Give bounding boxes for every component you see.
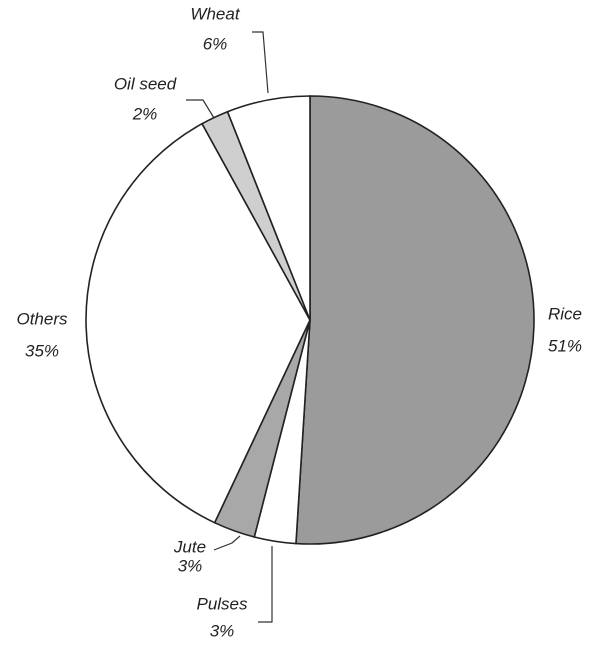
pie-slice bbox=[226, 95, 311, 321]
leader-line bbox=[213, 535, 241, 551]
slice-label: Pulses bbox=[196, 594, 248, 613]
leader-line bbox=[252, 31, 269, 94]
slice-label: Jute bbox=[173, 537, 206, 556]
pie bbox=[85, 95, 535, 545]
leader-line bbox=[186, 99, 215, 119]
slice-value-label: 2% bbox=[132, 104, 158, 123]
pie-slice bbox=[85, 122, 311, 524]
pie-slice bbox=[295, 95, 535, 545]
slice-label: Oil seed bbox=[114, 74, 177, 93]
slice-label: Rice bbox=[548, 304, 582, 323]
leader-line bbox=[258, 546, 273, 623]
slice-value-label: 6% bbox=[203, 34, 228, 53]
slice-label: Others bbox=[16, 309, 68, 328]
slice-value-label: 3% bbox=[210, 621, 235, 640]
slice-value-label: 35% bbox=[25, 341, 59, 360]
slice-value-label: 3% bbox=[178, 556, 203, 575]
slice-value-label: 51% bbox=[548, 336, 582, 355]
slice-label: Wheat bbox=[190, 4, 240, 23]
